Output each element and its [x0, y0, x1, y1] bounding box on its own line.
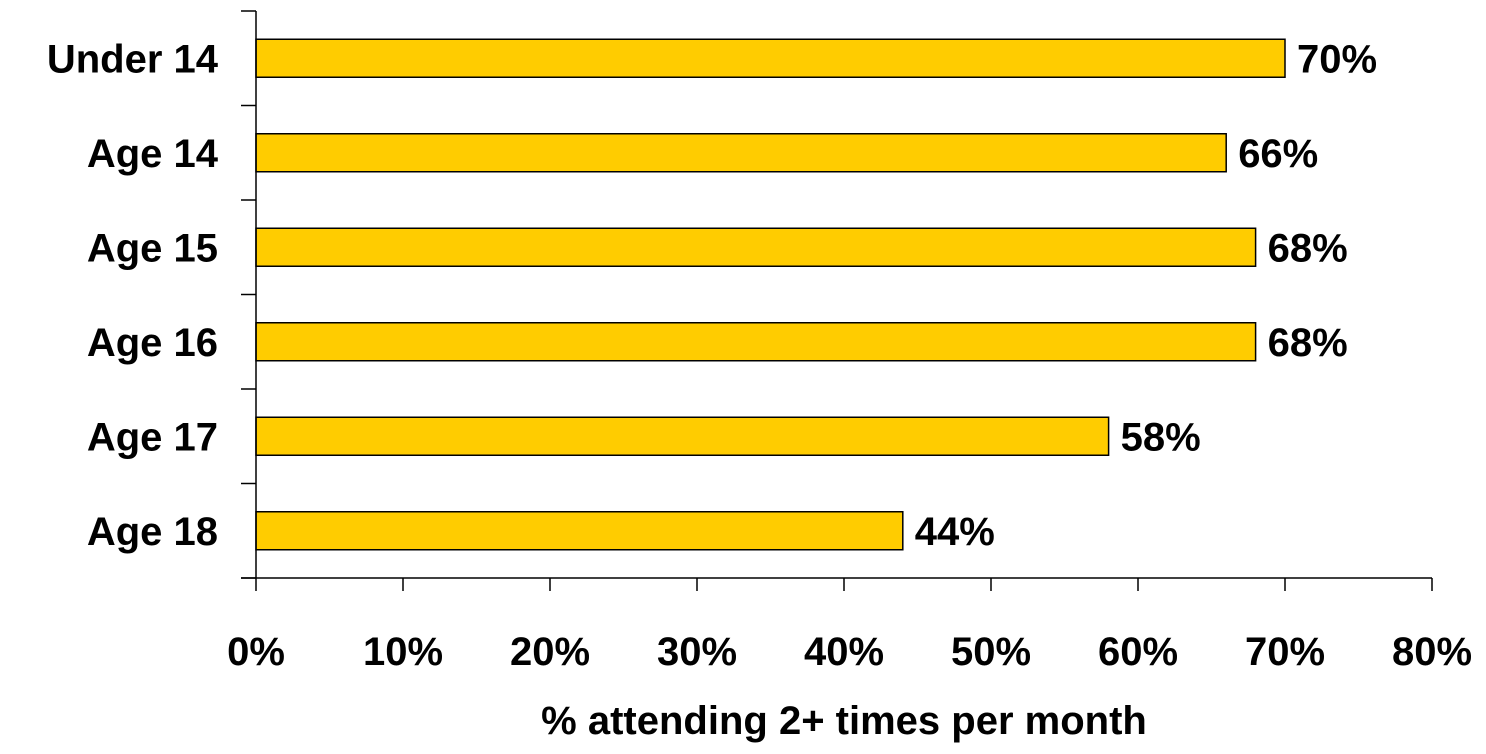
x-tick-label: 0%	[227, 630, 285, 674]
data-label: 58%	[1121, 415, 1201, 459]
x-tick-label: 30%	[657, 630, 737, 674]
bar	[255, 511, 904, 551]
data-label: 70%	[1297, 37, 1377, 81]
bar	[255, 133, 1227, 173]
category-label: Age 17	[87, 415, 218, 459]
x-tick-label: 50%	[951, 630, 1031, 674]
category-label: Age 15	[87, 226, 218, 270]
x-tick-label: 20%	[510, 630, 590, 674]
bar	[255, 322, 1257, 362]
x-tick-label: 70%	[1245, 630, 1325, 674]
bar	[255, 38, 1286, 78]
category-label: Age 18	[87, 510, 218, 554]
category-label: Under 14	[47, 37, 219, 81]
data-label: 44%	[915, 510, 995, 554]
x-tick-label: 60%	[1098, 630, 1178, 674]
x-axis-title: % attending 2+ times per month	[541, 699, 1147, 743]
data-label: 66%	[1238, 132, 1318, 176]
data-label: 68%	[1268, 226, 1348, 270]
category-label: Age 16	[87, 321, 218, 365]
bars	[255, 38, 1286, 551]
category-label: Age 14	[87, 132, 219, 176]
axis-ticks	[241, 10, 1433, 591]
labels: Under 14 70% Age 14 66% Age 15 68% Age 16 68% Ag…	[47, 37, 1472, 674]
x-tick-label: 40%	[804, 630, 884, 674]
bar	[255, 227, 1257, 267]
x-tick-label: 10%	[363, 630, 443, 674]
x-tick-label: 80%	[1392, 630, 1472, 674]
axes	[241, 11, 1432, 579]
data-label: 68%	[1268, 321, 1348, 365]
bar	[255, 416, 1110, 456]
